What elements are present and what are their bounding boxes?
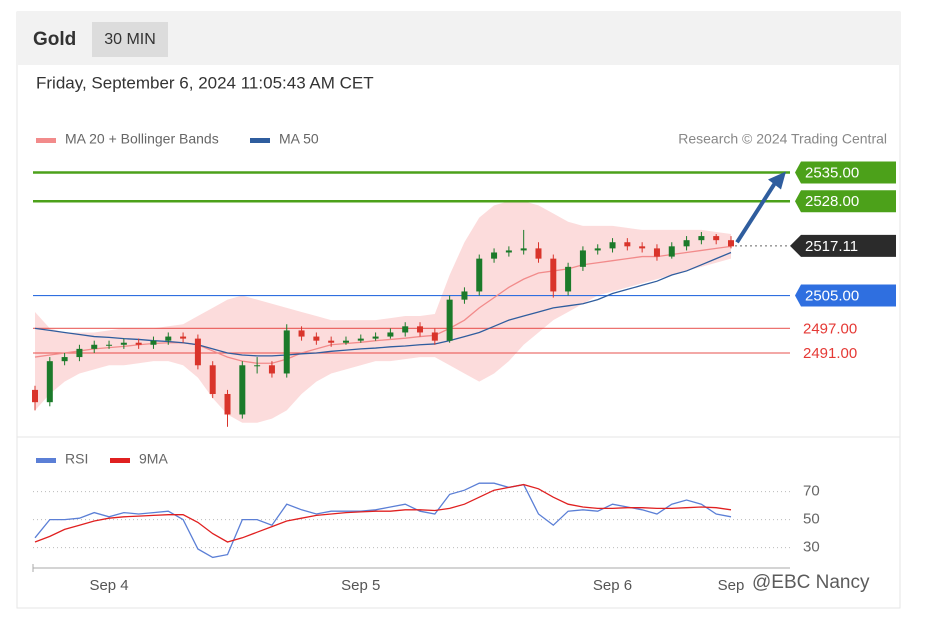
legend-label: MA 50 [279,131,319,147]
candle-body [372,336,379,339]
legend-swatch [110,458,130,463]
candle-body [150,340,157,345]
candle-body [461,291,468,300]
candle-body [491,252,498,259]
candle-body [609,242,616,249]
indicator-line [34,482,732,559]
bollinger-band [35,201,731,423]
candle-body [683,240,690,247]
candle-body [283,330,290,374]
candle-body [624,242,631,247]
candle-body [106,344,113,346]
candle-body [520,248,527,251]
level-label: 2505.00 [805,288,859,305]
candle-body [298,330,305,337]
candle-body [224,393,231,415]
legend-swatch [36,458,56,463]
candle-body [268,365,275,374]
candle-body [713,236,720,241]
candle-body [728,240,734,247]
symbol: Gold [33,29,76,50]
ma-line [34,251,732,357]
interval[interactable]: 30 MIN [104,31,156,48]
candle-body [594,248,601,251]
x-tick-label: Sep 6 [593,577,632,594]
candle-body [239,365,246,415]
candle-body [254,365,261,367]
y-tick-label: 50 [803,511,820,528]
candle-body [46,361,53,403]
x-tick-label: Sep 4 [89,577,128,594]
legend-label: RSI [65,451,88,467]
candle-body [76,348,83,358]
candle-body [579,250,586,267]
candle-body [91,344,98,349]
candle-body [668,246,675,257]
forecast-arrowhead [768,171,786,190]
candle-body [639,246,646,249]
candle-body [446,299,453,341]
level-label: 2528.00 [805,193,859,210]
candle-body [505,250,512,253]
candle-body [209,365,216,394]
indicator-line [34,483,732,543]
y-tick-label: 70 [803,483,820,500]
level-label: 2491.00 [803,345,857,362]
candle-body [402,326,409,333]
candle-body [342,340,349,343]
attribution: Research © 2024 Trading Central [678,131,887,147]
legend-swatch [250,138,270,143]
x-tick-label: Sep [718,577,745,594]
candle-body [357,338,364,341]
legend-label: MA 20 + Bollinger Bands [65,131,219,147]
candle-body [165,336,172,341]
candle-body [417,326,424,333]
candle-body [194,338,201,366]
candle-body [698,236,705,241]
candle-body [32,389,38,403]
level-box [795,284,896,307]
candle-body [565,266,572,292]
candle-body [653,248,660,257]
candle-body [476,258,483,292]
candle-body [313,336,320,341]
candle-body [550,258,557,292]
candle-body [431,332,438,341]
candle-body [120,342,127,345]
candle-body [387,332,394,337]
level-box [790,234,896,257]
level-label: 2535.00 [805,164,859,181]
candle-body [61,357,68,362]
level-label: 2497.00 [803,320,857,337]
candle-body [535,248,542,259]
level-box [795,190,896,213]
forecast-arrow [735,180,778,244]
x-tick-label: Sep 5 [341,577,380,594]
interval-button[interactable] [92,22,168,57]
candle-body [135,342,142,345]
level-box [795,161,896,184]
legend-label: 9MA [139,451,168,467]
legend-swatch [36,138,56,143]
watermark: @EBC Nancy [752,572,870,593]
candle-body [328,340,335,343]
candle-body [180,336,187,339]
y-tick-label: 30 [803,539,820,556]
level-label: 2517.11 [805,238,858,255]
timestamp: Friday, September 6, 2024 11:05:43 AM CE… [36,73,374,92]
